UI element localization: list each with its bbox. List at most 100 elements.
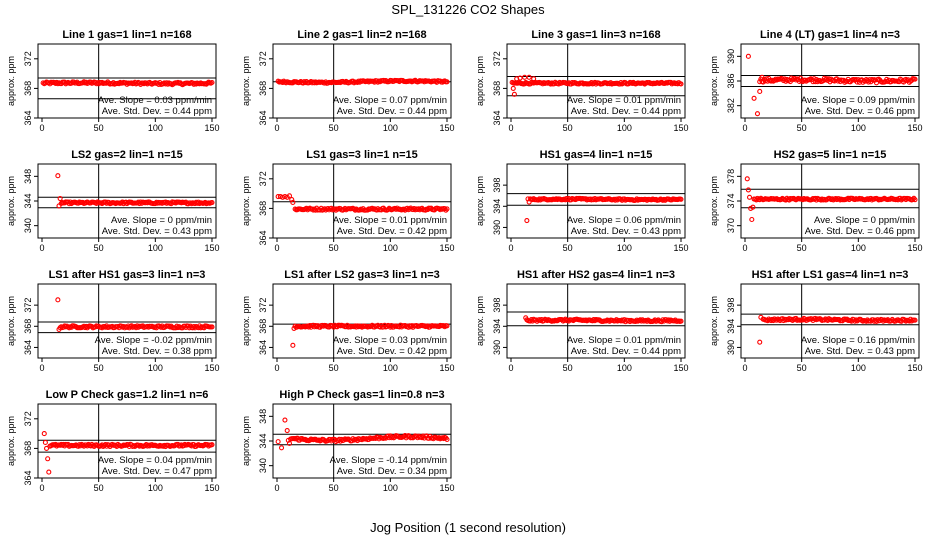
y-tick-label: 340 [258,458,268,473]
data-point [441,323,447,329]
panels: Line 1 gas=1 lin=1 n=168 0 50 100 150 364 368 3… [6,29,923,493]
chart-panel: Line 1 gas=1 lin=1 n=168 0 50 100 150 364 368 3… [6,29,220,133]
y-tick-label: 386 [726,73,736,88]
x-tick-label: 100 [617,243,632,253]
data-point [751,95,757,101]
data-point [634,317,640,323]
x-tick-label: 50 [563,363,573,373]
y-axis-label: approx. ppm [241,176,251,226]
data-point [829,196,835,202]
data-point [204,80,211,86]
data-point [750,204,756,210]
y-axis-label: approx. ppm [241,56,251,106]
data-point [548,81,554,87]
x-tick-label: 100 [617,363,632,373]
data-point [45,456,51,462]
panel-title: High P Check gas=1 lin=0.8 n=3 [279,389,444,401]
data-point [511,91,517,97]
data-point [193,81,199,87]
x-tick-label: 150 [907,363,922,373]
data-point [591,197,597,203]
x-tick-label: 150 [673,243,688,253]
x-tick-label: 50 [563,123,573,133]
x-tick-label: 0 [39,123,44,133]
x-tick-label: 100 [148,483,163,493]
slope-annotation: Ave. Slope = 0.06 ppm/min [567,215,681,226]
y-axis-label: approx. ppm [6,176,16,226]
data-point [778,196,784,202]
stddev-annotation: Ave. Std. Dev. = 0.43 ppm [102,226,212,237]
data-point [178,442,184,448]
data-point [912,197,918,203]
plot-frame [272,163,452,239]
y-tick-label: 344 [23,193,33,208]
y-tick-label: 372 [23,298,33,313]
panel-title: HS2 gas=5 lin=1 n=15 [774,149,887,161]
slope-annotation: Ave. Slope = -0.02 ppm/min [95,335,212,346]
y-tick-label: 378 [726,169,736,184]
y-tick-label: 364 [492,110,502,125]
data-point [278,445,285,451]
x-tick-label: 150 [439,123,454,133]
data-point [102,199,109,205]
y-axis-label: approx. ppm [6,416,16,466]
plot-frame [37,283,217,359]
data-point [855,77,861,83]
y-tick-label: 372 [258,171,268,186]
plot-frame [506,43,686,119]
y-tick-label: 364 [23,110,33,125]
chart-panel: HS2 gas=5 lin=1 n=15 0 50 100 150 370 374 378 ap… [709,149,923,253]
stddev-annotation: Ave. Std. Dev. = 0.42 ppm [337,346,447,357]
y-tick-label: 368 [258,81,268,96]
y-tick-label: 390 [492,340,502,355]
y-axis-label: approx. ppm [709,296,719,346]
chart-panel: LS1 after HS1 gas=3 lin=1 n=3 0 50 100 150 36… [6,269,220,373]
data-point [746,194,753,200]
stddev-annotation: Ave. Std. Dev. = 0.46 ppm [805,226,915,237]
chart-panel: HS1 after LS1 gas=4 lin=1 n=3 0 50 100 150 39… [709,269,923,373]
data-point [678,81,684,87]
x-tick-label: 150 [907,243,922,253]
data-point [765,78,771,84]
stddev-annotation: Ave. Std. Dev. = 0.44 ppm [571,346,681,357]
data-point [57,195,63,202]
slope-annotation: Ave. Slope = 0.16 ppm/min [801,335,915,346]
chart-panel: Low P Check gas=1.2 lin=1 n=6 0 50 100 150 36… [6,389,220,493]
panel-title: HS1 after LS1 gas=4 lin=1 n=3 [752,269,909,281]
x-tick-label: 50 [94,123,104,133]
x-tick-label: 100 [383,483,398,493]
series-points [275,77,450,86]
x-tick-label: 50 [563,243,573,253]
y-tick-label: 368 [23,441,33,456]
data-point [749,216,755,223]
panel-title: LS1 gas=3 lin=1 n=15 [306,149,418,161]
data-point [436,435,442,441]
x-tick-label: 0 [274,123,279,133]
y-tick-label: 394 [492,319,502,334]
y-tick-label: 372 [258,298,268,313]
stddev-annotation: Ave. Std. Dev. = 0.43 ppm [805,346,915,357]
y-tick-label: 372 [492,51,502,66]
y-tick-label: 364 [258,110,268,125]
data-point [757,88,763,95]
y-tick-label: 340 [23,218,33,233]
stddev-annotation: Ave. Std. Dev. = 0.47 ppm [102,466,212,477]
data-point [444,436,450,443]
data-point [821,317,827,323]
data-point [817,78,823,84]
x-tick-label: 150 [673,123,688,133]
data-point [444,79,450,85]
data-point [675,81,681,87]
data-point [209,324,215,330]
data-point [612,318,618,324]
y-tick-label: 372 [23,411,33,426]
y-axis-label: approx. ppm [6,56,16,106]
data-point [41,431,47,437]
data-point [444,323,450,329]
series-points [745,53,918,117]
data-point [565,197,571,203]
data-point [302,80,308,86]
y-axis-label: approx. ppm [709,56,719,106]
stddev-annotation: Ave. Std. Dev. = 0.44 ppm [337,106,447,117]
data-point [55,297,61,303]
